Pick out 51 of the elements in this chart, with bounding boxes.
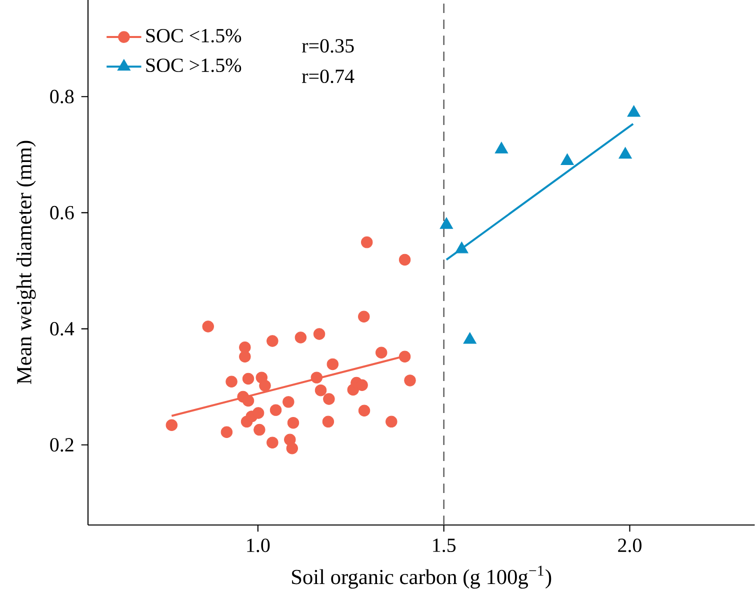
point <box>322 416 334 428</box>
point <box>627 105 640 117</box>
point <box>242 372 254 385</box>
x-axis-title: Soil organic carbon (g 100g$^{−1}$) <box>292 566 552 589</box>
point <box>270 404 282 416</box>
point <box>358 404 370 417</box>
point <box>314 384 327 396</box>
point <box>254 424 266 436</box>
point <box>326 358 339 370</box>
y-tick-label: 0.8 <box>50 90 74 104</box>
point <box>404 374 416 386</box>
point <box>242 394 254 407</box>
point <box>310 372 323 384</box>
point <box>560 153 574 165</box>
y-tick-label: 0.4 <box>50 322 74 336</box>
point <box>313 328 326 340</box>
point <box>287 416 300 429</box>
y-tick-label: 0.6 <box>50 206 74 220</box>
point <box>282 396 294 408</box>
point <box>266 436 278 448</box>
point <box>455 242 468 254</box>
point <box>398 350 411 363</box>
point <box>360 236 373 248</box>
x-tick-label: 1.0 <box>247 538 270 552</box>
point <box>239 350 251 363</box>
point <box>358 310 370 322</box>
point <box>220 426 233 438</box>
annotation: r=0.35 <box>302 39 354 53</box>
point <box>294 332 307 344</box>
point <box>323 393 335 405</box>
point <box>166 419 178 432</box>
legend-label: SOC <1.5% <box>146 28 242 42</box>
annotation: r=0.74 <box>302 70 354 84</box>
point <box>440 217 454 229</box>
point <box>494 142 508 154</box>
point <box>386 416 398 428</box>
point <box>202 320 214 332</box>
point <box>252 407 264 419</box>
legend-label: SOC >1.5% <box>146 58 242 72</box>
point <box>259 380 271 392</box>
x-tick-label: 2.0 <box>618 538 642 552</box>
point <box>398 254 411 266</box>
point <box>286 442 298 454</box>
y-axis-title: Mean weight diameter (mm) <box>16 140 36 384</box>
point <box>266 335 278 347</box>
point <box>463 332 476 344</box>
point <box>226 376 238 388</box>
x-tick-label: 1.5 <box>433 538 456 552</box>
y-tick-label: 0.2 <box>50 438 74 452</box>
point <box>618 147 632 159</box>
point <box>375 346 388 358</box>
